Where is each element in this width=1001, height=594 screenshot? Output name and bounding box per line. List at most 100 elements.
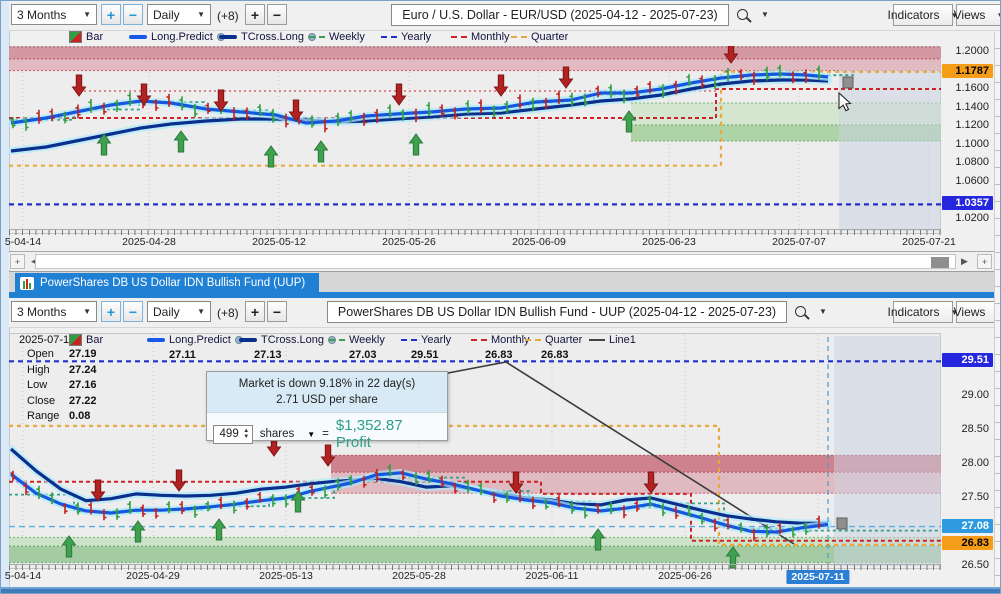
trend-line1[interactable]: [447, 361, 795, 545]
line-swatch-icon: [219, 35, 237, 39]
interval-select[interactable]: Daily ▼: [147, 301, 211, 322]
zoom-out-button[interactable]: −: [123, 301, 143, 322]
legend-value: 27.03: [349, 349, 377, 361]
symbol-search[interactable]: ▼: [737, 9, 769, 20]
symbol-search[interactable]: ▼: [795, 306, 827, 317]
zoom-in-button[interactable]: +: [101, 4, 121, 25]
chevron-down-icon: ▼: [197, 10, 205, 19]
offset-minus-button[interactable]: −: [267, 301, 287, 322]
divider: [9, 251, 1000, 252]
dash-swatch-icon: [329, 339, 345, 341]
signal-arrow-up-icon: [290, 490, 306, 513]
zoom-in-button[interactable]: +: [101, 301, 121, 322]
zoom-out-button[interactable]: −: [123, 4, 143, 25]
scroll-left-arrow[interactable]: ◀: [27, 254, 42, 269]
chevron-down-icon: ▼: [996, 11, 1000, 20]
legend-item-long-predict[interactable]: Long.Predict 27.11: [147, 334, 243, 361]
views-button[interactable]: Views ▼: [954, 4, 1000, 26]
interval-select[interactable]: Daily ▼: [147, 4, 211, 25]
views-button[interactable]: Views ▼: [954, 301, 1000, 323]
y-axis-label: 1.2000: [955, 45, 989, 57]
interval-value: Daily: [153, 7, 180, 22]
signal-arrow-down-icon: [136, 83, 152, 106]
bar-offset-label: (+8): [217, 306, 239, 320]
offset-minus-button[interactable]: −: [267, 4, 287, 25]
indicators-button[interactable]: Indicators ▼: [888, 301, 958, 323]
legend-label: Long.Predict: [151, 31, 213, 43]
tab-uup[interactable]: PowerShares DB US Dollar IDN Bullish Fun…: [15, 273, 320, 293]
legend-item-yearly[interactable]: Yearly: [381, 31, 431, 43]
scroll-right-arrow[interactable]: ▶: [961, 256, 968, 266]
bar-swatch-icon: [69, 334, 82, 346]
price-bars-up: [10, 64, 822, 131]
solid-swatch-icon: [589, 339, 605, 341]
scrollbar-track[interactable]: [35, 254, 956, 269]
legend-label: Monthly: [491, 334, 530, 346]
shares-value[interactable]: 499: [219, 428, 239, 440]
chevron-down-icon: ▼: [83, 307, 91, 316]
chevron-down-icon[interactable]: ▼: [307, 429, 316, 439]
scrollbar-thumb[interactable]: [931, 257, 949, 268]
x-axis-label: 2025-04-29: [126, 570, 180, 582]
stepper-arrows-icon[interactable]: ▲ ▼: [243, 428, 250, 440]
ohlc-readout: Open 27.19 High 27.24 Low 27.16 Close 27.22 Rang…: [27, 347, 97, 425]
x-axis-label: 2025-06-11: [525, 570, 579, 582]
legend-label: Line1: [609, 334, 636, 346]
x-axis-label: 2025-06-09: [512, 236, 566, 248]
legend-item-quarter[interactable]: Quarter 26.83: [525, 334, 583, 361]
ohlc-row: Range 0.08: [27, 410, 91, 422]
range-select[interactable]: 3 Months ▼: [11, 4, 97, 25]
legend-label: Yearly: [421, 334, 452, 346]
tab-bar: PowerShares DB US Dollar IDN Bullish Fun…: [9, 271, 1000, 293]
line-swatch-icon: [239, 338, 257, 342]
legend-item-bar[interactable]: Bar: [69, 334, 103, 346]
resistance-zone-dark: [331, 455, 941, 473]
legend-item-weekly[interactable]: Weekly: [309, 31, 365, 43]
offset-plus-button[interactable]: +: [245, 301, 265, 322]
legend-value: 29.51: [411, 349, 439, 361]
signal-arrow-down-icon: [213, 89, 229, 112]
legend-item-tcross-long[interactable]: TCross.Long: [219, 31, 316, 43]
ohlc-row: High 27.24: [27, 363, 97, 376]
signal-arrow-up-icon: [211, 518, 227, 541]
chevron-down-icon: ▼: [83, 10, 91, 19]
chevron-down-icon: ▼: [819, 307, 827, 316]
legend-item-bar[interactable]: Bar: [69, 31, 103, 43]
x-axis-label: 2025-06-26: [658, 570, 712, 582]
legend-label: Long.Predict: [169, 334, 231, 346]
indicators-button[interactable]: Indicators ▼: [888, 4, 958, 26]
price-bars-down: [10, 469, 822, 541]
chart-title: Euro / U.S. Dollar - EUR/USD (2025-04-12…: [391, 4, 729, 26]
scroll-add-button[interactable]: +: [10, 254, 25, 269]
drag-handle[interactable]: [836, 517, 848, 530]
drag-handle[interactable]: [842, 76, 854, 89]
right-edge-strip: [994, 32, 1000, 586]
chevron-down-icon: ▼: [950, 307, 959, 317]
legend-value: 26.83: [541, 349, 569, 361]
legend-item-long-predict[interactable]: Long.Predict: [129, 31, 225, 43]
step-line-quarter: [9, 70, 941, 167]
support-zone-dark: [9, 546, 941, 563]
signal-arrow-up-icon: [313, 140, 329, 163]
x-axis-label: 2025-05-13: [259, 570, 313, 582]
legend-item-weekly[interactable]: Weekly 27.03: [329, 334, 385, 361]
range-select[interactable]: 3 Months ▼: [11, 301, 97, 322]
signal-arrow-down-icon: [508, 471, 524, 494]
legend-label: Quarter: [545, 334, 583, 346]
signal-arrow-down-icon: [288, 99, 304, 122]
legend-item-tcross-long[interactable]: TCross.Long 27.13: [239, 334, 336, 361]
scroll-add-right-button[interactable]: +: [977, 254, 992, 269]
line-swatch-icon: [129, 35, 147, 39]
dash-swatch-icon: [451, 36, 467, 38]
legend-item-yearly[interactable]: Yearly 29.51: [401, 334, 452, 361]
legend-item-line1[interactable]: Line1: [589, 334, 636, 346]
range-value: 3 Months: [17, 7, 67, 22]
price-bars-down: [36, 69, 809, 133]
legend-label: TCross.Long: [241, 31, 304, 43]
legend-label: Weekly: [329, 31, 365, 43]
offset-plus-button[interactable]: +: [245, 4, 265, 25]
legend-item-monthly[interactable]: Monthly 26.83: [471, 334, 530, 361]
shares-stepper[interactable]: 499 ▲ ▼: [213, 424, 253, 444]
legend-item-monthly[interactable]: Monthly: [451, 31, 510, 43]
legend-item-quarter[interactable]: Quarter: [511, 31, 568, 43]
